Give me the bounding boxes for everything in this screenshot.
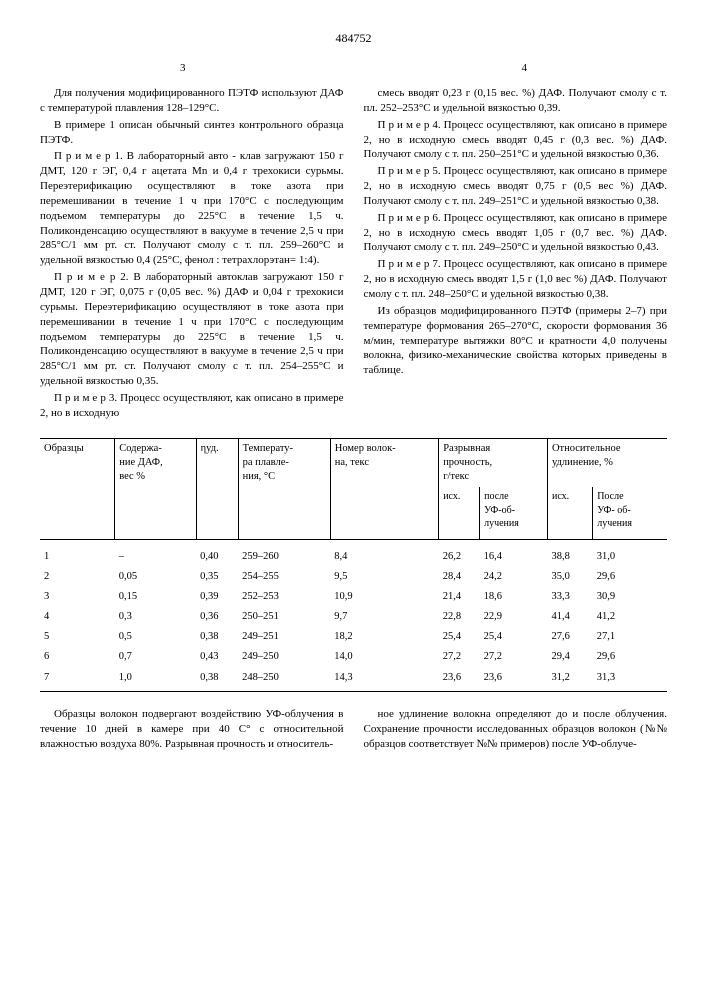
bottom-left: Образцы волокон подвергают воздействию У… [40, 707, 344, 754]
td: 27,1 [593, 627, 667, 647]
td: 0,15 [115, 587, 196, 607]
td: 16,4 [480, 539, 548, 567]
td: 0,38 [196, 668, 238, 692]
td: 22,9 [480, 607, 548, 627]
td: 23,6 [480, 668, 548, 692]
td: 6 [40, 647, 115, 667]
td: 0,5 [115, 627, 196, 647]
td: 5 [40, 627, 115, 647]
page-right: 4 [522, 61, 528, 76]
td: 0,40 [196, 539, 238, 567]
page-left: 3 [180, 61, 186, 76]
th: Образцы [40, 438, 115, 539]
td: 3 [40, 587, 115, 607]
td: 2 [40, 567, 115, 587]
para: ное удлинение волокна определяют до и по… [364, 707, 668, 752]
td: 0,35 [196, 567, 238, 587]
td: 18,6 [480, 587, 548, 607]
td: 14,0 [330, 647, 438, 667]
right-column: смесь вводят 0,23 г (0,15 вес. %) ДАФ. П… [364, 86, 668, 423]
td: 1 [40, 539, 115, 567]
td: 27,6 [547, 627, 592, 647]
td: 26,2 [439, 539, 480, 567]
td: 252–253 [238, 587, 330, 607]
th: исх. [439, 487, 480, 539]
td: 1,0 [115, 668, 196, 692]
th: Относительное удлинение, % [547, 438, 667, 487]
doc-number: 484752 [40, 30, 667, 46]
td: – [115, 539, 196, 567]
td: 31,0 [593, 539, 667, 567]
td: 25,4 [480, 627, 548, 647]
th: Номер волок- на, текс [330, 438, 438, 539]
para: В примере 1 описан обычный синтез контро… [40, 118, 344, 148]
td: 0,05 [115, 567, 196, 587]
td: 27,2 [480, 647, 548, 667]
th: ηуд. [196, 438, 238, 539]
th: Содержа- ние ДАФ, вес % [115, 438, 196, 539]
td: 41,4 [547, 607, 592, 627]
td: 254–255 [238, 567, 330, 587]
td: 0,38 [196, 627, 238, 647]
td: 38,8 [547, 539, 592, 567]
th: Разрывная прочность, г/текс [439, 438, 548, 487]
para: Из образцов модифицированного ПЭТФ (прим… [364, 304, 668, 378]
left-column: Для получения модифицированного ПЭТФ исп… [40, 86, 344, 423]
text-columns: Для получения модифицированного ПЭТФ исп… [40, 86, 667, 423]
th: после УФ-об- лучения [480, 487, 548, 539]
td: 31,3 [593, 668, 667, 692]
td: 25,4 [439, 627, 480, 647]
th: исх. [547, 487, 592, 539]
td: 41,2 [593, 607, 667, 627]
td: 22,8 [439, 607, 480, 627]
td: 10,9 [330, 587, 438, 607]
td: 24,2 [480, 567, 548, 587]
td: 31,2 [547, 668, 592, 692]
para: П р и м е р 1. В лабораторный авто - кла… [40, 149, 344, 268]
td: 249–250 [238, 647, 330, 667]
para: П р и м е р 6. Процесс осуществляют, как… [364, 211, 668, 256]
td: 259–260 [238, 539, 330, 567]
para: Образцы волокон подвергают воздействию У… [40, 707, 344, 752]
td: 250–251 [238, 607, 330, 627]
td: 9,7 [330, 607, 438, 627]
para: П р и м е р 4. Процесс осуществляют, как… [364, 118, 668, 163]
td: 18,2 [330, 627, 438, 647]
td: 23,6 [439, 668, 480, 692]
td: 29,6 [593, 647, 667, 667]
para: смесь вводят 0,23 г (0,15 вес. %) ДАФ. П… [364, 86, 668, 116]
th: После УФ- об- лучения [593, 487, 667, 539]
td: 21,4 [439, 587, 480, 607]
para: П р и м е р 7. Процесс осуществляют, как… [364, 257, 668, 302]
td: 0,3 [115, 607, 196, 627]
td: 4 [40, 607, 115, 627]
td: 0,36 [196, 607, 238, 627]
td: 249–251 [238, 627, 330, 647]
td: 29,6 [593, 567, 667, 587]
td: 35,0 [547, 567, 592, 587]
para: П р и м е р 2. В лабораторный автоклав з… [40, 270, 344, 389]
bottom-columns: Образцы волокон подвергают воздействию У… [40, 707, 667, 754]
bottom-right: ное удлинение волокна определяют до и по… [364, 707, 668, 754]
td: 28,4 [439, 567, 480, 587]
td: 9,5 [330, 567, 438, 587]
para: П р и м е р 3. Процесс осуществляют, как… [40, 391, 344, 421]
data-table: Образцы Содержа- ние ДАФ, вес % ηуд. Тем… [40, 438, 667, 692]
td: 30,9 [593, 587, 667, 607]
td: 0,43 [196, 647, 238, 667]
td: 8,4 [330, 539, 438, 567]
td: 27,2 [439, 647, 480, 667]
para: П р и м е р 5. Процесс осуществляют, как… [364, 164, 668, 209]
td: 7 [40, 668, 115, 692]
td: 0,7 [115, 647, 196, 667]
td: 248–250 [238, 668, 330, 692]
td: 29,4 [547, 647, 592, 667]
th: Температу- ра плавле- ния, °С [238, 438, 330, 539]
para: Для получения модифицированного ПЭТФ исп… [40, 86, 344, 116]
td: 14,3 [330, 668, 438, 692]
td: 33,3 [547, 587, 592, 607]
td: 0,39 [196, 587, 238, 607]
